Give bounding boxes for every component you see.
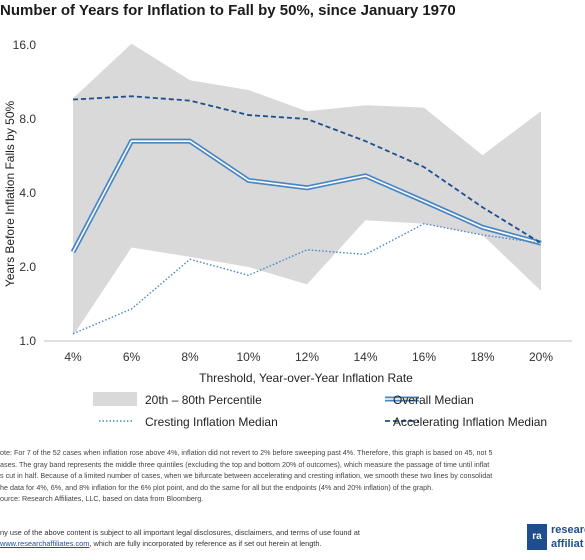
x-tick-label: 14% bbox=[353, 350, 377, 364]
source-line: ource: Research Affiliates, LLC, based o… bbox=[0, 494, 204, 503]
x-axis-label: Threshold, Year-over-Year Inflation Rate bbox=[199, 371, 413, 385]
note-line: he data for 4%, 6%, and 8% inflation for… bbox=[0, 482, 434, 492]
y-tick-label: 1.0 bbox=[19, 334, 36, 348]
x-tick-label: 16% bbox=[412, 350, 436, 364]
legend-label-overall-median: Overall Median bbox=[393, 393, 474, 407]
legend: 20th – 80th Percentile Overall Median Cr… bbox=[93, 392, 547, 429]
y-tick-label: 4.0 bbox=[19, 186, 36, 200]
y-axis-label: Years Before Inflation Falls by 50% bbox=[3, 101, 17, 288]
logo-text: researc affiliat bbox=[551, 523, 585, 551]
y-tick-label: 2.0 bbox=[19, 260, 36, 274]
x-tick-label: 4% bbox=[64, 350, 82, 364]
research-affiliates-logo: ra researc affiliat bbox=[527, 523, 585, 555]
chart-svg: 1.0 2.0 4.0 8.0 16.0 4% 6% 8% 10% 12% 14% 16% 18% 20%… bbox=[3, 38, 572, 429]
chart-title: Number of Years for Inflation to Fall by… bbox=[0, 2, 456, 19]
logo-mark-icon: ra bbox=[527, 524, 547, 550]
note-line: s cut in half. Because of a limited numb… bbox=[0, 471, 493, 480]
disclaimer: ny use of the above content is subject t… bbox=[0, 527, 360, 549]
y-tick-label: 8.0 bbox=[19, 112, 36, 126]
legend-swatch-band bbox=[93, 392, 137, 406]
y-tick-label: 16.0 bbox=[13, 38, 37, 52]
accelerating-inflation-median-line bbox=[72, 95, 542, 244]
x-tick-label: 20% bbox=[529, 350, 553, 364]
legend-label-band: 20th – 80th Percentile bbox=[145, 393, 262, 407]
disclaimer-line-2: www.researchaffiliates.com, which are fu… bbox=[0, 538, 360, 549]
chart-notes: ote: For 7 of the 52 cases when inflatio… bbox=[0, 447, 585, 505]
website-link[interactable]: www.researchaffiliates.com bbox=[0, 539, 90, 548]
disclaimer-line-2-rest: , which are fully incorporated by refere… bbox=[89, 539, 322, 548]
series-layer bbox=[70, 95, 542, 335]
x-tick-label: 18% bbox=[470, 350, 494, 364]
overall-median-line-inner bbox=[72, 140, 542, 253]
x-tick-label: 8% bbox=[181, 350, 199, 364]
note-line: ote: For 7 of the 52 cases when inflatio… bbox=[0, 448, 493, 457]
axes-layer: 1.0 2.0 4.0 8.0 16.0 4% 6% 8% 10% 12% 14% 16% 18% 20% bbox=[13, 38, 572, 364]
legend-label-accelerating-median: Accelerating Inflation Median bbox=[393, 415, 547, 429]
logo-text-line-2: affiliat bbox=[551, 538, 584, 550]
disclaimer-line-1: ny use of the above content is subject t… bbox=[0, 528, 360, 537]
x-tick-label: 12% bbox=[295, 350, 319, 364]
legend-label-cresting-median: Cresting Inflation Median bbox=[145, 415, 278, 429]
logo-text-line-1: researc bbox=[551, 524, 585, 536]
x-tick-label: 10% bbox=[236, 350, 260, 364]
x-tick-label: 6% bbox=[123, 350, 141, 364]
note-line: ases. The gray band represents the middl… bbox=[0, 459, 490, 469]
